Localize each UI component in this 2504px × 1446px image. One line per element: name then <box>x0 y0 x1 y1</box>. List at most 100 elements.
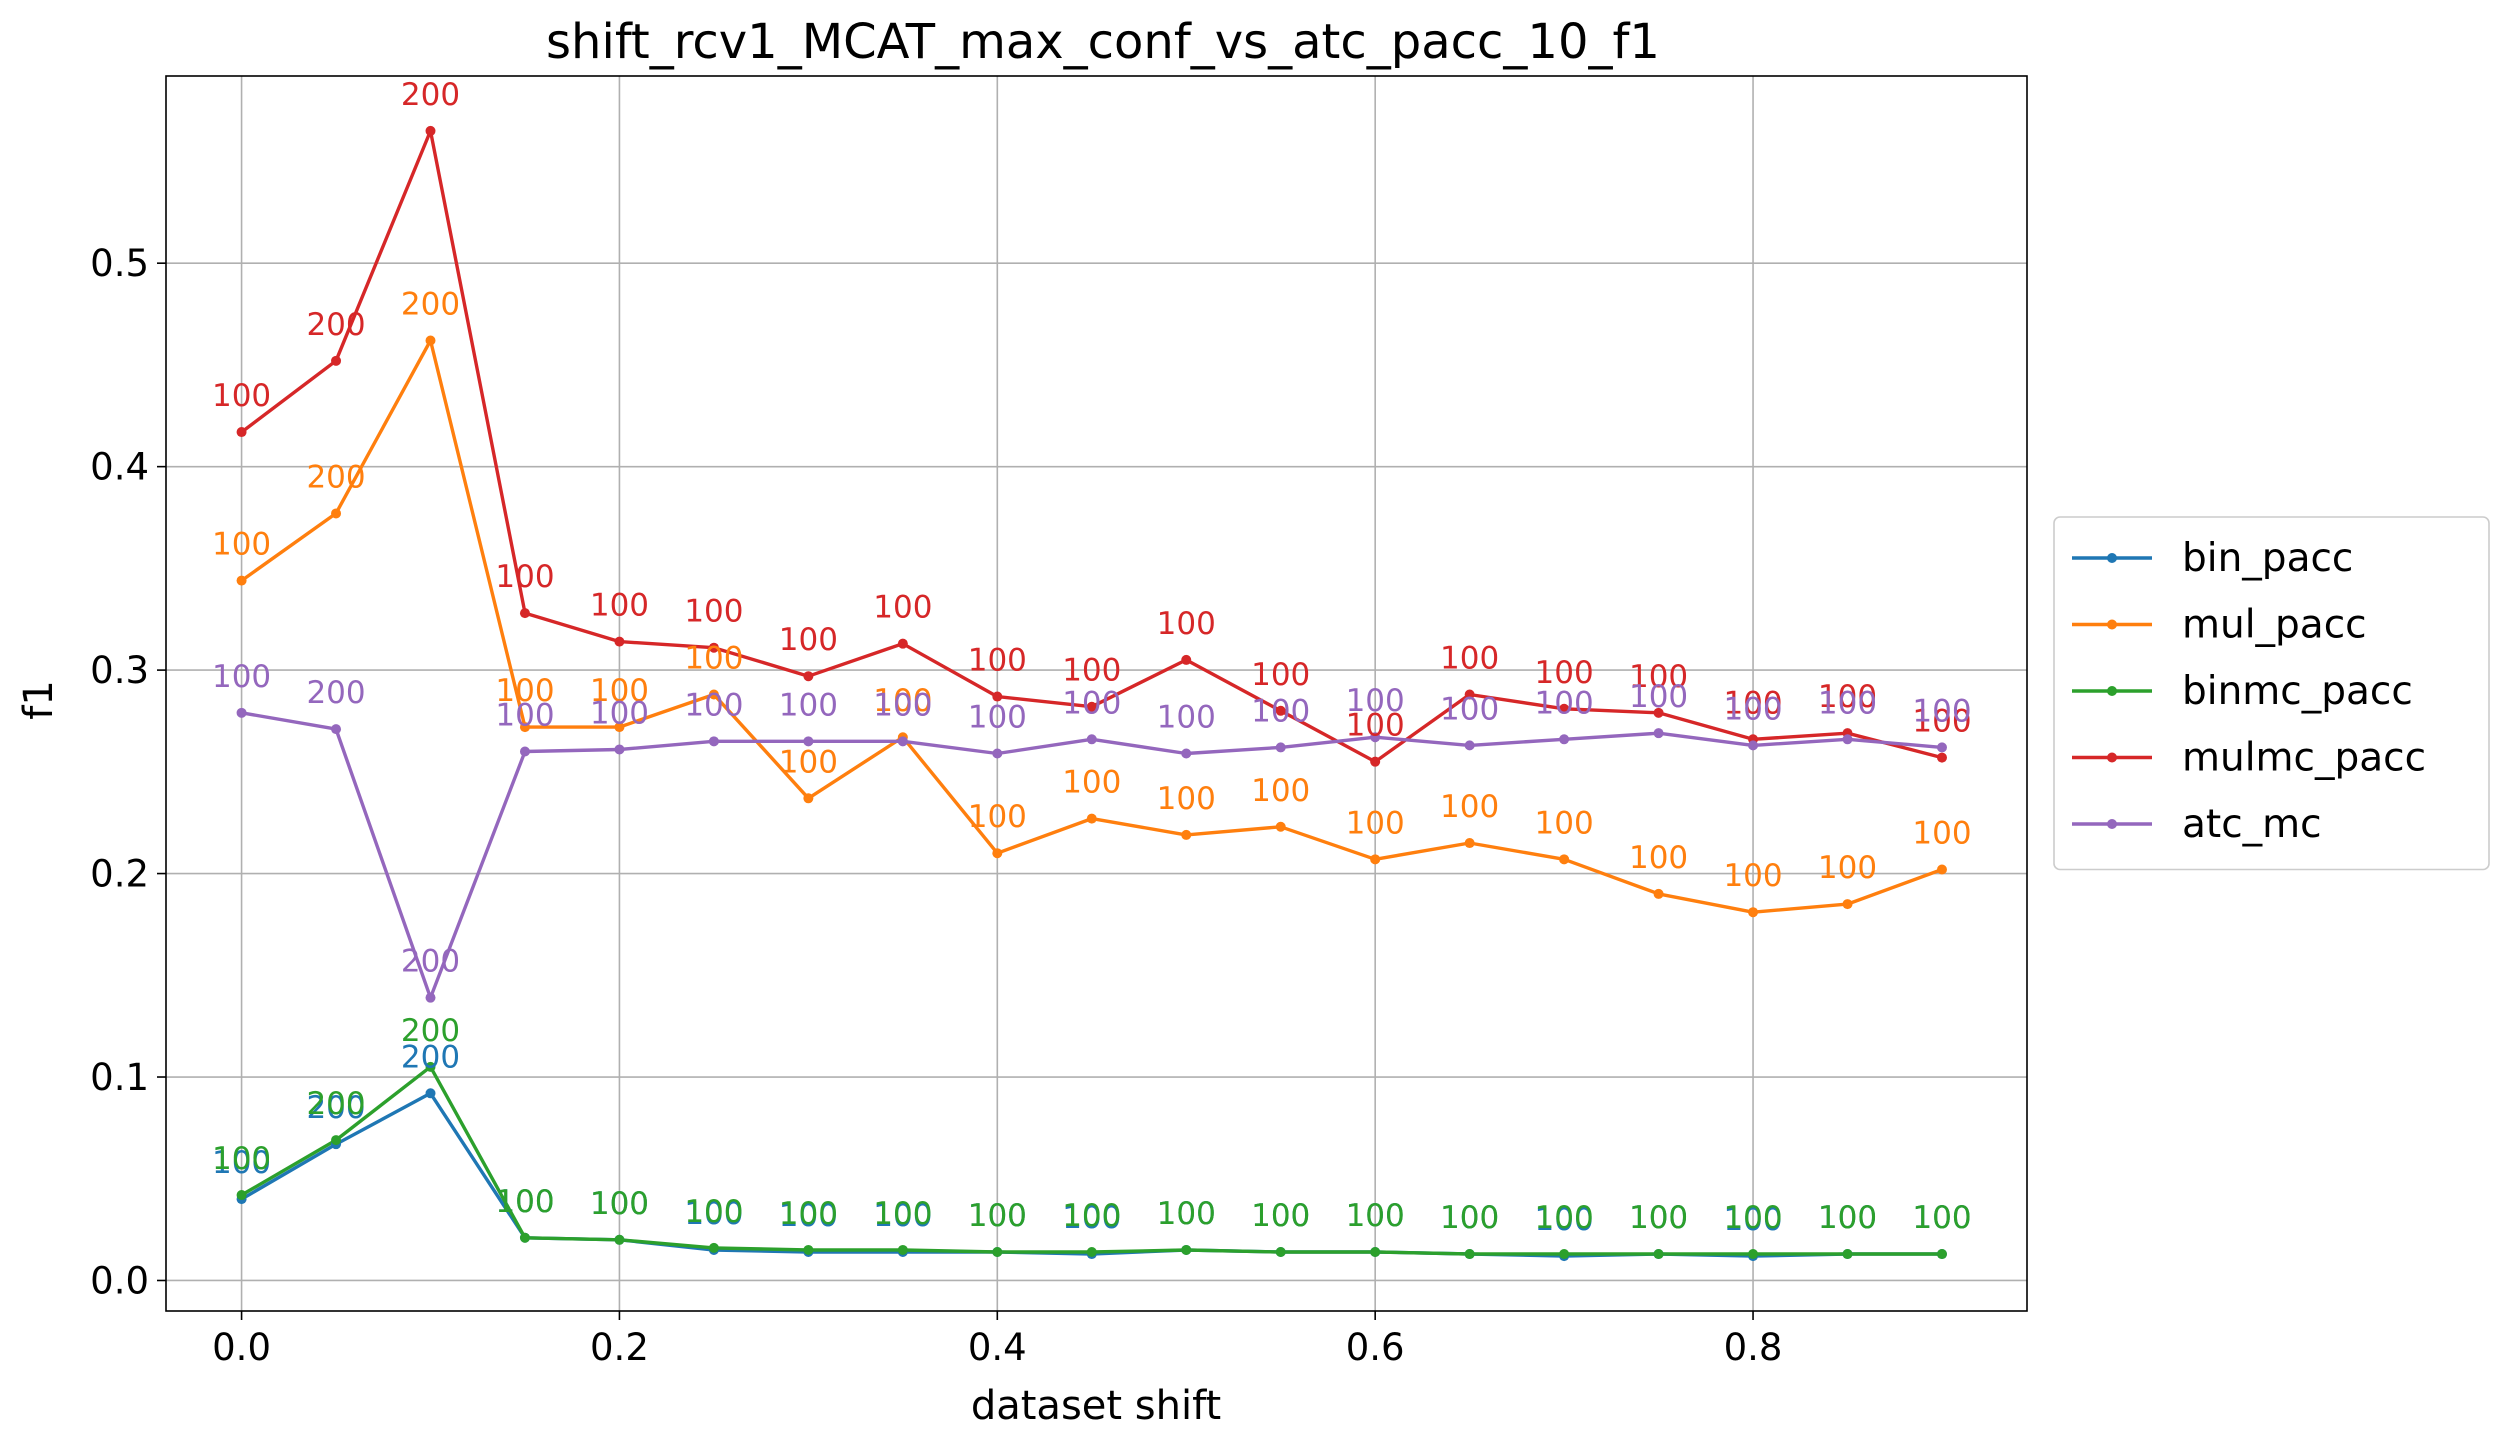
data-point-binmc_pacc <box>1275 1246 1286 1257</box>
point-label-mul_pacc: 100 <box>873 683 932 719</box>
data-point-binmc_pacc <box>1086 1246 1097 1257</box>
point-label-mulmc_pacc: 100 <box>1912 704 1971 740</box>
point-label-atc_mc: 100 <box>1912 693 1971 729</box>
point-label-mul_pacc: 100 <box>1346 805 1405 841</box>
legend-label-mul_pacc: mul_pacc <box>2182 603 2367 648</box>
data-point-mul_pacc <box>331 508 342 519</box>
point-label-mulmc_pacc: 100 <box>873 590 932 626</box>
point-label-mulmc_pacc: 100 <box>779 622 838 658</box>
point-label-atc_mc: 200 <box>306 675 365 711</box>
point-label-atc_mc: 100 <box>1346 683 1405 719</box>
data-point-binmc_pacc <box>992 1246 1003 1257</box>
data-point-atc_mc <box>236 707 247 718</box>
data-point-atc_mc <box>1181 748 1192 759</box>
data-point-mul_pacc <box>1181 829 1192 840</box>
data-point-atc_mc <box>425 992 436 1003</box>
point-label-bin_pacc: 100 <box>1157 1196 1216 1232</box>
data-point-atc_mc <box>803 736 814 747</box>
point-label-atc_mc: 100 <box>779 687 838 723</box>
data-point-binmc_pacc <box>897 1244 908 1255</box>
data-point-mulmc_pacc <box>331 355 342 366</box>
point-label-atc_mc: 100 <box>1818 685 1877 721</box>
y-tick-label: 0.2 <box>90 853 149 896</box>
point-label-mul_pacc: 100 <box>968 799 1027 835</box>
data-point-atc_mc <box>331 724 342 735</box>
data-point-binmc_pacc <box>331 1135 342 1146</box>
point-label-binmc_pacc: 100 <box>590 1186 649 1222</box>
point-label-mulmc_pacc: 200 <box>306 307 365 343</box>
point-label-bin_pacc: 100 <box>590 1186 649 1222</box>
point-label-mulmc_pacc: 100 <box>1818 679 1877 715</box>
data-point-atc_mc <box>1748 740 1759 751</box>
y-axis-ticks: 0.0 0.1 0.2 0.3 0.4 0.5 <box>90 242 166 1302</box>
point-label-binmc_pacc: 100 <box>1346 1198 1405 1234</box>
data-point-binmc_pacc <box>1370 1246 1381 1257</box>
legend-marker-mul_pacc <box>2107 619 2117 630</box>
point-label-bin_pacc: 100 <box>1251 1198 1310 1234</box>
point-label-mul_pacc: 100 <box>779 744 838 780</box>
point-label-mul_pacc: 200 <box>401 286 460 322</box>
point-label-atc_mc: 100 <box>1251 693 1310 729</box>
point-label-mul_pacc: 100 <box>1535 805 1594 841</box>
data-point-atc_mc <box>708 736 719 747</box>
point-label-mul_pacc: 100 <box>1062 765 1121 801</box>
data-point-mulmc_pacc <box>1464 689 1475 700</box>
point-label-bin_pacc: 100 <box>873 1198 932 1234</box>
point-label-binmc_pacc: 100 <box>779 1196 838 1232</box>
legend-marker-atc_mc <box>2107 819 2117 829</box>
x-axis-label: dataset shift <box>971 1383 1221 1429</box>
y-axis-label: f1 <box>16 680 62 720</box>
point-label-binmc_pacc: 100 <box>1062 1198 1121 1234</box>
data-point-binmc_pacc <box>803 1244 814 1255</box>
point-label-binmc_pacc: 100 <box>1629 1200 1688 1236</box>
data-point-atc_mc <box>1464 740 1475 751</box>
point-label-atc_mc: 100 <box>495 697 554 733</box>
data-point-bin_pacc <box>425 1088 436 1099</box>
legend-label-bin_pacc: bin_pacc <box>2182 536 2353 581</box>
point-label-mul_pacc: 100 <box>1157 781 1216 817</box>
point-label-bin_pacc: 100 <box>1346 1198 1405 1234</box>
data-point-mulmc_pacc <box>425 125 436 136</box>
data-point-mul_pacc <box>1748 907 1759 918</box>
data-point-mul_pacc <box>803 793 814 804</box>
y-tick-label: 0.0 <box>90 1259 149 1302</box>
y-tick-label: 0.3 <box>90 649 149 692</box>
legend: bin_pacc mul_pacc binmc_pacc mulmc_pacc atc_… <box>2053 516 2490 871</box>
point-label-atc_mc: 100 <box>873 687 932 723</box>
point-label-binmc_pacc: 100 <box>495 1184 554 1220</box>
point-label-mul_pacc: 100 <box>684 641 743 677</box>
point-label-atc_mc: 100 <box>1062 685 1121 721</box>
point-label-mulmc_pacc: 100 <box>1440 641 1499 677</box>
point-label-bin_pacc: 100 <box>779 1198 838 1234</box>
y-tick-label: 0.1 <box>90 1056 149 1099</box>
chart-title: shift_rcv1_MCAT_max_conf_vs_atc_pacc_10_… <box>546 14 1660 70</box>
legend-marker-bin_pacc <box>2107 553 2117 563</box>
point-label-binmc_pacc: 100 <box>1251 1198 1310 1234</box>
point-label-mul_pacc: 100 <box>1818 850 1877 886</box>
data-point-mulmc_pacc <box>614 636 625 647</box>
point-label-mul_pacc: 100 <box>1723 858 1782 894</box>
data-point-mulmc_pacc <box>1559 703 1570 714</box>
y-tick-label: 0.5 <box>90 242 149 285</box>
legend-label-atc_mc: atc_mc <box>2182 802 2322 847</box>
data-point-mul_pacc <box>708 689 719 700</box>
data-point-binmc_pacc <box>1748 1249 1759 1260</box>
point-label-binmc_pacc: 100 <box>1818 1200 1877 1236</box>
point-label-binmc_pacc: 100 <box>684 1194 743 1230</box>
point-label-bin_pacc: 100 <box>1535 1202 1594 1238</box>
data-point-mul_pacc <box>236 575 247 586</box>
point-label-mul_pacc: 100 <box>495 673 554 709</box>
data-point-mulmc_pacc <box>1936 752 1947 763</box>
data-point-mul_pacc <box>1464 838 1475 849</box>
point-label-mulmc_pacc: 100 <box>590 588 649 624</box>
data-point-mul_pacc <box>992 848 1003 859</box>
point-label-bin_pacc: 100 <box>212 1145 271 1181</box>
point-label-atc_mc: 100 <box>1440 691 1499 727</box>
data-point-mulmc_pacc <box>1275 705 1286 716</box>
x-axis-ticks: 0.0 0.2 0.4 0.6 0.8 <box>212 1311 1782 1369</box>
point-label-atc_mc: 100 <box>1629 679 1688 715</box>
data-point-binmc_pacc <box>708 1242 719 1253</box>
point-label-bin_pacc: 100 <box>684 1196 743 1232</box>
data-point-binmc_pacc <box>1181 1244 1192 1255</box>
